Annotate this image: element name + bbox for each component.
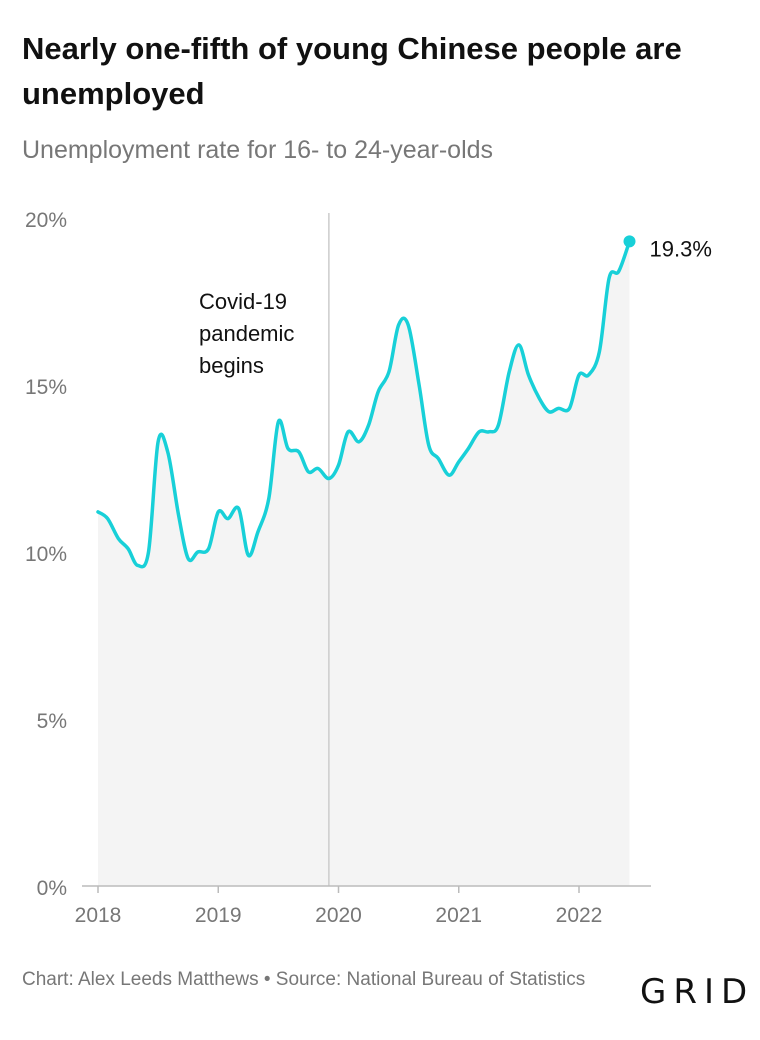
covid-annotation-line: pandemic <box>199 321 294 346</box>
y-tick-label: 15% <box>25 376 67 399</box>
y-tick-label: 20% <box>25 209 67 232</box>
covid-annotation-line: begins <box>199 353 264 378</box>
chart-title: Nearly one-fifth of young Chinese people… <box>22 31 682 111</box>
y-tick-label: 0% <box>37 877 67 900</box>
chart-plot: 0% 5% 10% 15% 20% 2018 2019 2020 2021 2022 19.3% Co… <box>25 209 712 927</box>
chart-subtitle: Unemployment rate for 16- to 24-year-old… <box>22 136 494 164</box>
series-line <box>96 239 632 569</box>
x-tick-label: 2020 <box>315 904 362 927</box>
x-tick-label: 2021 <box>435 904 482 927</box>
covid-annotation-line: Covid-19 <box>199 289 287 314</box>
y-tick-label: 5% <box>37 710 67 733</box>
source-credit: Chart: Alex Leeds Matthews • Source: Nat… <box>22 969 586 990</box>
series-end-point <box>623 235 636 248</box>
series-area <box>98 241 630 886</box>
y-tick-label: 10% <box>25 543 67 566</box>
x-tick-label: 2018 <box>75 904 122 927</box>
x-tick-label: 2022 <box>556 904 603 927</box>
x-tick-label: 2019 <box>195 904 242 927</box>
grid-logo: GRID <box>640 972 755 1012</box>
end-value-label: 19.3% <box>650 236 712 261</box>
